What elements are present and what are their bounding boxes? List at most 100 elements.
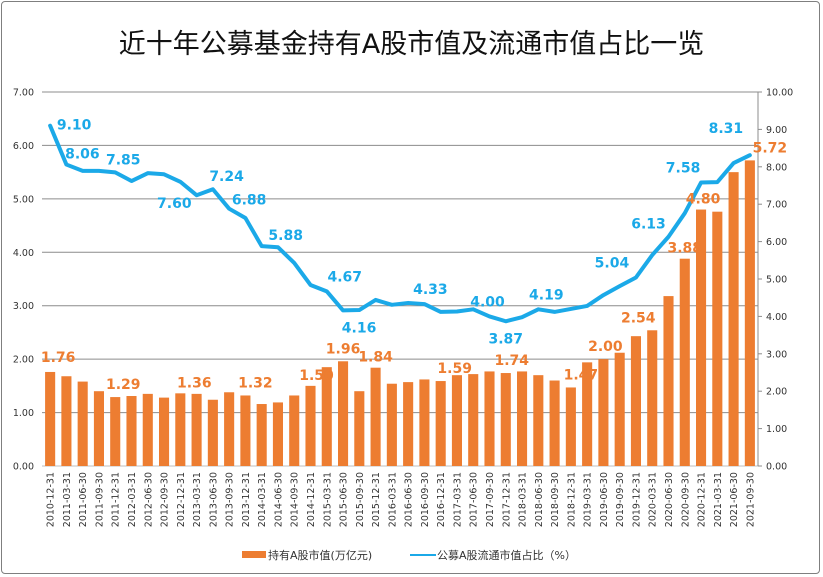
bar xyxy=(338,361,349,466)
bar xyxy=(45,371,56,466)
x-axis-tick-label: 2020-09-30 xyxy=(680,472,691,527)
bar-data-label: 1.76 xyxy=(41,350,76,366)
bar xyxy=(403,382,414,466)
bar xyxy=(565,387,576,466)
x-axis-tick-label: 2021-06-30 xyxy=(729,472,740,527)
left-axis-tick-label: 4.00 xyxy=(13,248,34,259)
bar xyxy=(126,396,137,466)
line-data-label: 4.33 xyxy=(413,282,448,298)
line-data-label: 9.10 xyxy=(57,118,92,134)
bar xyxy=(468,374,479,466)
legend-bar-swatch xyxy=(242,551,266,558)
right-axis-tick-label: 4.00 xyxy=(766,312,787,323)
x-axis-tick-label: 2014-03-31 xyxy=(257,472,268,527)
right-axis-tick-label: 5.00 xyxy=(766,275,787,286)
bar xyxy=(77,381,88,466)
x-axis-tick-label: 2011-06-30 xyxy=(78,472,89,527)
x-axis-tick-label: 2013-06-30 xyxy=(208,472,219,527)
bar xyxy=(630,336,641,466)
left-axis-tick-label: 3.00 xyxy=(13,301,34,312)
x-axis-tick-label: 2021-03-31 xyxy=(713,472,724,527)
right-axis-tick-label: 3.00 xyxy=(766,349,787,360)
x-axis-tick-label: 2013-12-31 xyxy=(241,472,252,527)
x-axis-tick-label: 2016-09-30 xyxy=(420,472,431,527)
line-series xyxy=(48,123,752,324)
bar xyxy=(305,385,316,466)
x-axis-tick-label: 2011-09-30 xyxy=(94,472,105,527)
bar xyxy=(647,330,658,466)
bar-data-label: 1.32 xyxy=(238,375,273,391)
left-axis-tick-label: 7.00 xyxy=(13,88,34,99)
legend-line-label: 公募A股流通市值占比（%） xyxy=(437,548,576,562)
x-axis-tick-label: 2016-12-31 xyxy=(436,472,447,527)
x-axis-tick-label: 2017-09-30 xyxy=(485,472,496,527)
right-axis-tick-label: 7.00 xyxy=(766,200,787,211)
left-axis-tick-label: 0.00 xyxy=(13,462,34,473)
left-axis-tick-label: 6.00 xyxy=(13,141,34,152)
line-data-label: 8.06 xyxy=(65,147,100,163)
x-axis-tick-label: 2019-03-31 xyxy=(583,472,594,527)
bar xyxy=(191,393,202,466)
right-axis-tick-label: 10.00 xyxy=(766,88,793,99)
bar xyxy=(549,380,560,466)
bar xyxy=(272,402,283,466)
right-axis-tick-label: 8.00 xyxy=(766,162,787,173)
bar-data-label: 1.59 xyxy=(437,361,472,377)
x-axis-tick-label: 2018-12-31 xyxy=(566,472,577,527)
x-axis-tick-label: 2014-09-30 xyxy=(290,472,301,527)
x-axis-tick-label: 2016-06-30 xyxy=(404,472,415,527)
line-data-label: 5.04 xyxy=(595,256,630,272)
bar-data-label: 1.47 xyxy=(564,367,599,383)
legend-bar-label: 持有A股市值(万亿元) xyxy=(268,548,372,562)
right-axis-tick-label: 9.00 xyxy=(766,125,787,136)
bar xyxy=(614,352,625,466)
bar xyxy=(61,376,72,466)
x-axis-tick-label: 2015-12-31 xyxy=(371,472,382,527)
right-axis-tick-label: 0.00 xyxy=(766,462,787,473)
right-axis-tick-label: 1.00 xyxy=(766,424,787,435)
x-axis-tick-label: 2014-12-31 xyxy=(306,472,317,527)
bar-data-label: 5.72 xyxy=(753,140,788,156)
line-data-label: 7.85 xyxy=(106,152,141,168)
bar xyxy=(159,397,170,466)
x-axis-tick-label: 2018-06-30 xyxy=(534,472,545,527)
bar xyxy=(289,395,300,466)
bar xyxy=(744,160,755,467)
line-data-label: 5.88 xyxy=(268,228,303,244)
bar xyxy=(110,397,121,466)
x-axis-tick-label: 2012-06-30 xyxy=(143,472,154,527)
x-axis-tick-label: 2019-09-30 xyxy=(615,472,626,527)
line-data-label: 4.19 xyxy=(529,287,564,303)
x-axis-tick-label: 2010-12-31 xyxy=(46,472,57,527)
bar xyxy=(451,375,462,466)
bar-data-label: 1.84 xyxy=(358,350,393,366)
bar-data-label: 1.96 xyxy=(326,341,361,357)
bar xyxy=(728,172,739,466)
bar xyxy=(663,296,674,466)
x-axis-tick-label: 2012-03-31 xyxy=(127,472,138,527)
x-axis-tick-label: 2020-06-30 xyxy=(664,472,675,527)
bar xyxy=(484,371,495,466)
bar xyxy=(386,383,397,466)
x-axis-tick-label: 2018-03-31 xyxy=(518,472,529,527)
bar-data-label: 4.80 xyxy=(686,192,721,208)
bar xyxy=(240,395,251,466)
bar-data-label: 1.29 xyxy=(106,377,141,393)
bar xyxy=(256,404,267,466)
x-axis-tick-label: 2015-03-31 xyxy=(322,472,333,527)
x-axis-tick-label: 2013-09-30 xyxy=(225,472,236,527)
bar xyxy=(207,399,218,466)
line-data-label: 6.13 xyxy=(631,217,666,233)
bar xyxy=(533,375,544,466)
bar-data-label: 1.50 xyxy=(299,368,334,384)
bar xyxy=(419,379,430,466)
left-axis-tick-label: 1.00 xyxy=(13,408,34,419)
bar xyxy=(93,391,104,466)
bar xyxy=(712,211,723,466)
x-axis-tick-label: 2017-12-31 xyxy=(501,472,512,527)
line-data-label: 7.58 xyxy=(666,161,701,177)
bar xyxy=(435,381,446,466)
bar-data-label: 2.54 xyxy=(621,310,656,326)
bar-data-label: 3.88 xyxy=(667,241,702,257)
